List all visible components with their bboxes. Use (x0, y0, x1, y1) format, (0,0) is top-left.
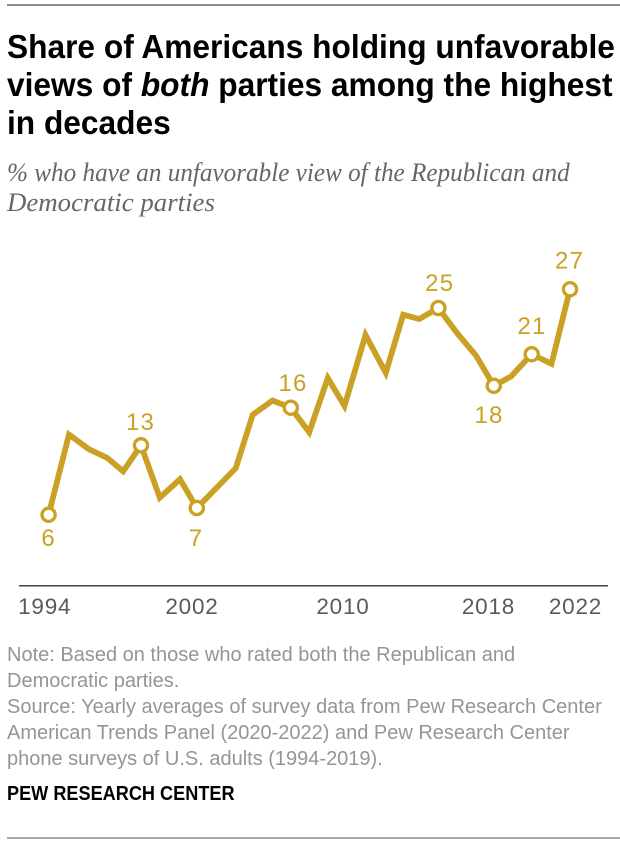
svg-text:7: 7 (189, 525, 204, 552)
svg-text:2018: 2018 (462, 594, 515, 619)
svg-text:27: 27 (555, 248, 584, 275)
svg-text:18: 18 (474, 402, 503, 429)
svg-text:1994: 1994 (18, 594, 71, 619)
svg-text:13: 13 (126, 409, 155, 436)
svg-text:2022: 2022 (549, 594, 602, 619)
svg-text:2002: 2002 (165, 594, 218, 619)
svg-text:16: 16 (278, 370, 307, 397)
svg-text:25: 25 (425, 270, 454, 297)
svg-text:21: 21 (517, 313, 546, 340)
svg-text:6: 6 (41, 525, 56, 552)
svg-text:2010: 2010 (316, 594, 369, 619)
